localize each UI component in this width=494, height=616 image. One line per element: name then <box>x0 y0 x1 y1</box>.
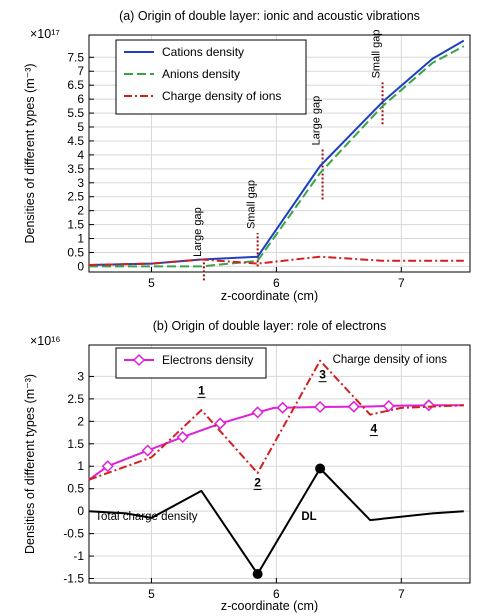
y-tick-label: 3 <box>77 176 84 190</box>
data-point-marker <box>314 400 327 414</box>
plot-area-frame <box>88 34 471 273</box>
y-tick-label: 2.5 <box>67 392 84 406</box>
legend-marker <box>132 353 146 367</box>
y-tick-label: 1 <box>77 232 84 246</box>
y-tick-label: 5 <box>77 120 84 134</box>
annotation-label: Charge density of ions <box>333 354 448 366</box>
legend-box <box>115 347 267 379</box>
annotation-label: DL <box>301 511 316 523</box>
annotation-label: 4 <box>370 422 377 436</box>
chart-title: (b) Origin of double layer: role of elec… <box>153 319 386 333</box>
y-tick-label: -1.5 <box>63 572 84 586</box>
y-tick-label: 0 <box>77 504 84 518</box>
y-tick-label: 4 <box>77 148 84 162</box>
data-point-marker <box>382 399 395 413</box>
x-tick-label: 7 <box>398 587 405 601</box>
x-tick-label: 6 <box>273 587 280 601</box>
y-multiplier: ×10¹⁶ <box>30 334 61 348</box>
y-tick-label: 7.5 <box>67 50 84 64</box>
series-line-electrons-density <box>88 404 464 481</box>
legend-label: Charge density of ions <box>162 89 281 103</box>
annotation-label: Total charge density <box>95 511 198 523</box>
data-point-marker <box>347 400 360 413</box>
y-tick-label: 1 <box>77 459 84 473</box>
annotation-label: 1 <box>198 383 205 397</box>
x-tick-label: 5 <box>148 276 155 290</box>
series-line-anions-density <box>89 45 465 268</box>
y-axis-label: Densities of different types (m⁻³) <box>23 63 37 243</box>
data-point-marker <box>214 417 227 430</box>
series-line-charge-density-of-ions <box>88 359 464 481</box>
annotation-label: 2 <box>254 475 261 489</box>
y-tick-label: 5.5 <box>67 106 84 120</box>
x-tick-label: 6 <box>273 276 280 290</box>
x-axis-label: z-coordinate (cm) <box>221 599 318 613</box>
y-axis-label: Densities of different types (m⁻³) <box>23 374 37 554</box>
data-point-dot <box>315 463 326 474</box>
legend-label: Anions density <box>162 67 240 81</box>
chart-panel-a: (a) Origin of double layer: ionic and ac… <box>23 9 471 303</box>
legend-label: Electrons density <box>162 353 253 367</box>
data-point-dot <box>252 569 263 580</box>
gap-label: Small gap <box>246 180 258 229</box>
chart-title: (a) Origin of double layer: ionic and ac… <box>119 9 420 23</box>
data-point-marker <box>276 401 289 414</box>
y-tick-label: 0.5 <box>67 482 84 496</box>
y-tick-label: 1.5 <box>67 218 84 232</box>
data-point-marker <box>176 430 189 444</box>
data-point-marker <box>251 406 264 419</box>
y-tick-label: 3 <box>77 369 84 383</box>
y-tick-label: 6.5 <box>67 78 84 92</box>
data-point-marker <box>422 399 435 412</box>
legend-label: Cations density <box>162 45 244 59</box>
x-tick-label: 5 <box>148 587 155 601</box>
gap-label: Small gap <box>371 29 383 78</box>
y-tick-label: 2 <box>77 414 84 428</box>
y-tick-label: 6 <box>77 92 84 106</box>
x-tick-label: 7 <box>398 276 405 290</box>
annotation-label: 3 <box>319 368 326 382</box>
y-tick-label: -0.5 <box>63 527 84 541</box>
y-tick-label: -1 <box>73 549 84 563</box>
data-point-marker <box>141 444 154 457</box>
y-tick-label: 0.5 <box>67 245 84 259</box>
data-point-marker <box>101 460 114 473</box>
series-line-charge-density-of-ions <box>88 255 464 266</box>
y-tick-label: 0 <box>77 259 84 273</box>
y-multiplier: ×10¹⁷ <box>30 27 60 41</box>
gap-label: Large gap <box>311 96 323 146</box>
y-tick-label: 4.5 <box>67 134 84 148</box>
y-tick-label: 2.5 <box>67 190 84 204</box>
gap-label: Large gap <box>192 207 204 257</box>
plot-area-frame <box>88 344 471 584</box>
chart-panel-b: (b) Origin of double layer: role of elec… <box>23 319 471 613</box>
x-axis-label: z-coordinate (cm) <box>221 289 318 303</box>
y-tick-label: 1.5 <box>67 437 84 451</box>
y-tick-label: 2 <box>77 204 84 218</box>
y-tick-label: 7 <box>77 64 84 78</box>
y-tick-label: 3.5 <box>67 162 84 176</box>
